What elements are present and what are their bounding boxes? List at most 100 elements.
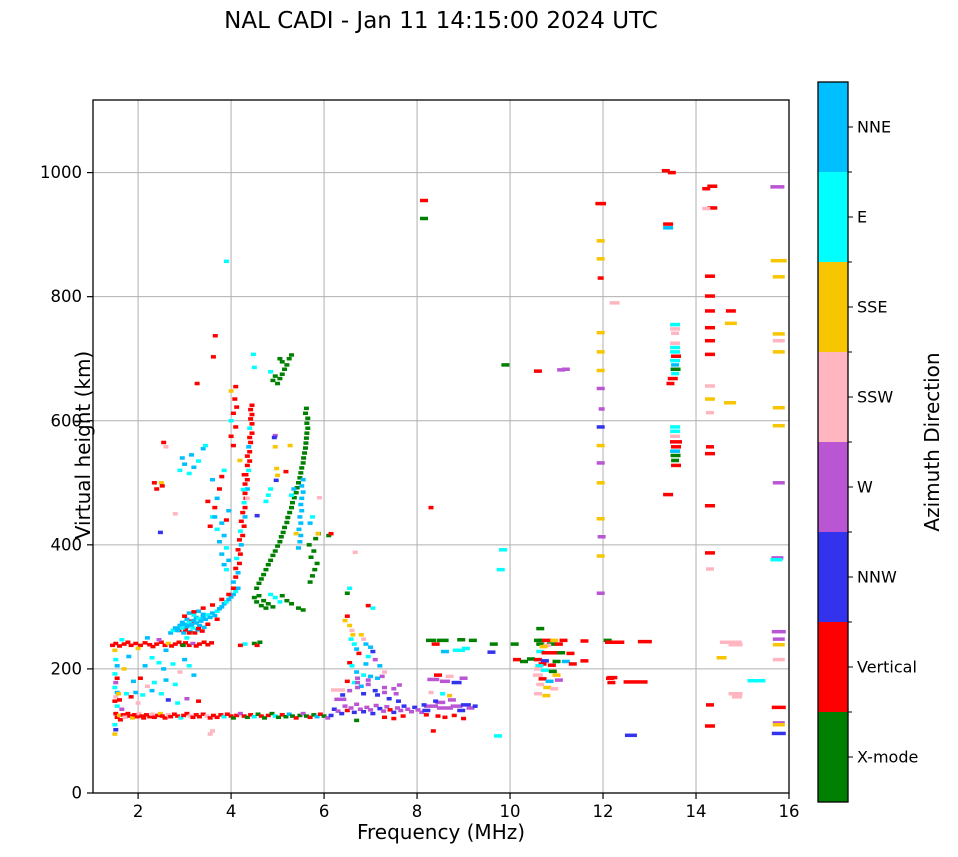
y-tick-label: 1000 — [40, 163, 82, 182]
colorbar-segment-w — [818, 442, 848, 533]
data-point — [510, 642, 519, 646]
data-point — [291, 495, 297, 500]
data-point — [112, 648, 118, 653]
data-point — [209, 729, 215, 733]
data-point — [377, 664, 383, 668]
data-point — [203, 617, 209, 622]
data-point — [180, 643, 186, 648]
data-point — [149, 656, 155, 660]
axes-frame — [92, 99, 790, 794]
data-point — [596, 257, 605, 261]
data-point — [420, 198, 429, 203]
data-point — [540, 659, 549, 663]
data-point — [596, 330, 605, 335]
data-point — [289, 505, 295, 510]
data-point — [304, 431, 310, 435]
data-point — [286, 712, 292, 716]
data-point — [141, 716, 147, 720]
data-point — [705, 567, 714, 571]
data-point — [286, 356, 292, 361]
data-point — [568, 662, 577, 666]
data-point — [704, 274, 715, 278]
data-point — [237, 552, 243, 556]
data-point — [661, 168, 670, 173]
data-point — [256, 593, 262, 598]
data-point — [161, 667, 167, 671]
data-point — [191, 673, 197, 677]
data-point — [670, 453, 681, 458]
data-point — [131, 713, 137, 717]
data-point — [667, 376, 678, 381]
data-point — [489, 642, 498, 646]
data-point — [501, 363, 510, 367]
data-point — [165, 698, 171, 702]
data-point — [284, 598, 290, 603]
data-point — [331, 707, 337, 711]
data-point — [196, 714, 202, 719]
data-point — [537, 638, 552, 643]
data-point — [163, 678, 169, 682]
data-point — [198, 619, 204, 623]
data-point — [314, 561, 320, 566]
data-point — [125, 640, 131, 644]
data-point — [235, 548, 241, 552]
data-point — [196, 642, 202, 646]
data-point — [704, 551, 715, 555]
x-tick-label: 6 — [319, 802, 330, 821]
data-point — [250, 352, 256, 357]
data-point — [210, 713, 216, 718]
data-point — [557, 651, 566, 655]
data-point — [219, 521, 225, 525]
data-point — [771, 629, 786, 634]
data-point — [513, 657, 522, 662]
data-point — [158, 481, 164, 485]
data-point — [204, 714, 210, 718]
data-point — [247, 426, 253, 430]
data-point — [221, 468, 227, 473]
data-point — [299, 466, 305, 470]
data-point — [114, 676, 120, 680]
data-point — [114, 704, 120, 708]
data-point — [246, 445, 252, 449]
data-point — [328, 713, 334, 718]
data-point — [254, 586, 260, 591]
data-point — [312, 567, 318, 572]
data-point — [205, 499, 211, 504]
data-point — [287, 510, 293, 515]
data-point — [125, 711, 131, 716]
data-point — [309, 515, 315, 519]
data-point — [289, 493, 295, 497]
data-point — [357, 707, 363, 711]
data-point — [596, 443, 605, 448]
data-point — [285, 515, 291, 520]
data-point — [354, 718, 360, 723]
data-point — [157, 711, 163, 716]
data-point — [596, 461, 605, 465]
data-point — [235, 571, 241, 575]
data-point — [663, 222, 674, 226]
data-point — [705, 703, 714, 707]
data-point — [670, 358, 681, 363]
data-point — [317, 712, 323, 716]
data-point — [244, 463, 250, 468]
data-point — [200, 712, 206, 716]
data-point — [670, 440, 683, 444]
data-point — [298, 521, 304, 525]
data-point — [704, 325, 715, 330]
data-point — [270, 605, 276, 609]
data-point — [596, 554, 605, 558]
data-point — [538, 677, 547, 681]
data-point — [419, 710, 425, 715]
data-point — [278, 535, 284, 539]
data-point — [247, 435, 253, 440]
data-point — [427, 677, 440, 682]
data-point — [175, 701, 181, 705]
data-point — [547, 663, 556, 667]
data-point — [533, 369, 542, 373]
data-point — [119, 707, 125, 711]
data-point — [580, 659, 589, 663]
data-point — [135, 701, 141, 705]
data-point — [193, 713, 199, 717]
data-point — [375, 676, 381, 680]
data-point — [670, 434, 681, 439]
